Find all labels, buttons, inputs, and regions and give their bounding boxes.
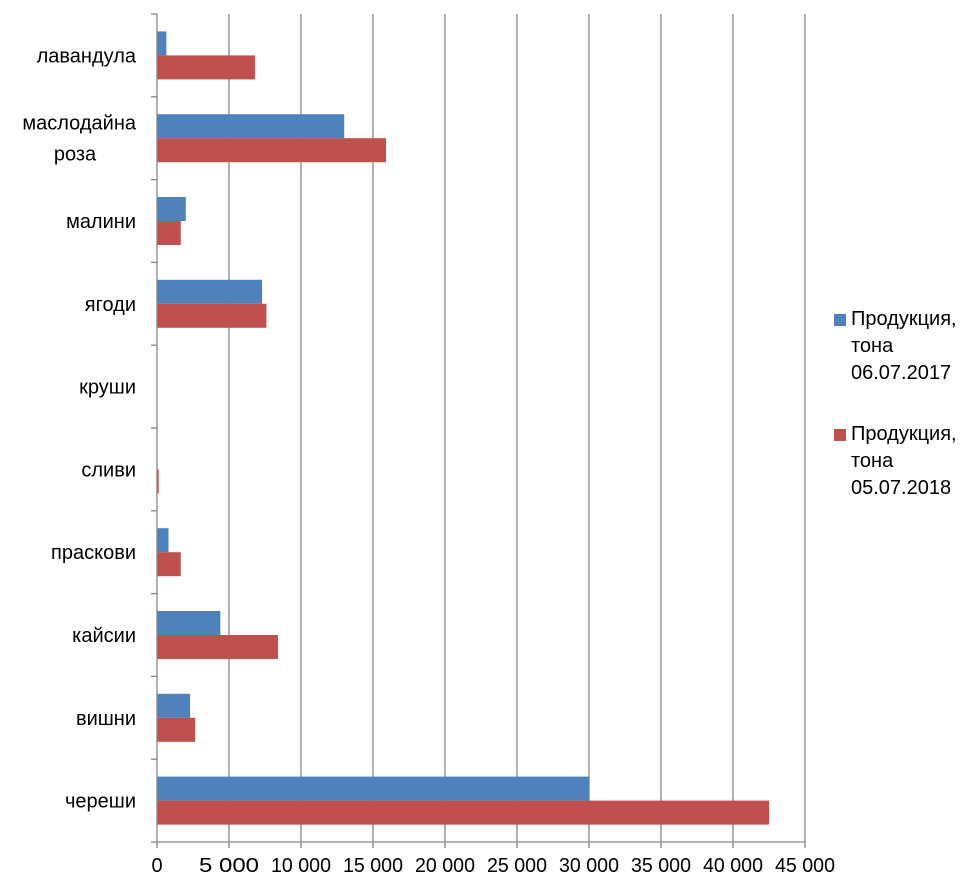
bar-2017 (157, 197, 186, 221)
bar-2017 (157, 114, 345, 139)
x-tick-label: 35 000 (631, 855, 691, 877)
category-label: маслодайна роза (22, 113, 136, 166)
category-labels: лавандула маслодайна роза малини ягоди круши с… (22, 45, 136, 812)
bar-2018 (157, 552, 181, 577)
legend-item-2018: Продукция, тона 05.07.2018 (832, 421, 971, 502)
category-label: лавандула (37, 45, 137, 67)
bar-2018 (157, 221, 181, 245)
bar-2018 (157, 635, 278, 659)
legend-label-2018: Продукция, тона 05.07.2018 (851, 423, 957, 499)
x-tick-label: 20 000 (415, 855, 475, 877)
category-label: праскови (51, 542, 136, 564)
bars (157, 31, 769, 825)
bar-2017 (157, 776, 589, 801)
bar-2018 (157, 800, 769, 825)
category-label: сливи (81, 459, 136, 481)
bar-2017 (157, 611, 221, 635)
category-label: вишни (76, 708, 136, 730)
x-tick-label: 45 000 (775, 855, 835, 877)
bar-2018 (157, 55, 255, 80)
category-label: кайсии (72, 625, 136, 647)
category-label: ягоди (85, 294, 136, 316)
bar-2017 (157, 693, 191, 718)
x-tick-label: 30 000 (559, 855, 619, 877)
category-label: малини (66, 211, 136, 233)
bar-2018 (157, 469, 159, 494)
legend-label-2017: Продукция, тона 06.07.2017 (851, 308, 957, 384)
bar-2018 (157, 138, 386, 163)
legend: Продукция, тона 06.07.2017 Продукция, то… (832, 306, 971, 536)
legend-swatch-2017 (834, 314, 846, 326)
category-label: круши (79, 377, 136, 399)
bar-2018 (157, 717, 196, 742)
x-tick-label: 25 000 (487, 855, 547, 877)
bar-2018 (157, 303, 267, 328)
axes (151, 13, 806, 848)
bar-2017 (157, 279, 263, 304)
x-tick-label: 0 (151, 855, 162, 877)
legend-swatch-2018 (834, 429, 846, 441)
x-tick-label: 5 000 (199, 855, 259, 877)
x-tick-label: 15 000 (343, 855, 403, 877)
legend-item-2017: Продукция, тона 06.07.2017 (832, 306, 971, 387)
category-label: череши (65, 791, 136, 813)
x-tick-labels: 0 5 000 10 000 15 000 20 000 25 000 30 000 35 0… (151, 855, 835, 877)
bar-2017 (157, 528, 169, 553)
bar-2017 (157, 31, 167, 56)
x-tick-label: 40 000 (703, 855, 763, 877)
x-tick-label: 10 000 (271, 855, 331, 877)
